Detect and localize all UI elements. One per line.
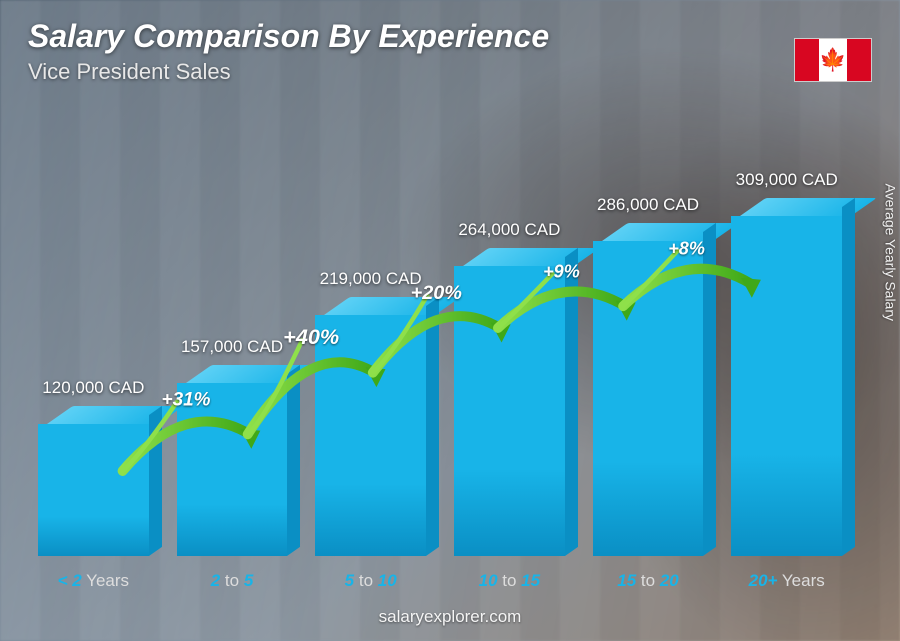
- bar-value-label: 264,000 CAD: [458, 220, 560, 240]
- chart-title: Salary Comparison By Experience: [28, 18, 872, 55]
- bar-side-face: [842, 198, 855, 556]
- bar-column: 219,000 CAD: [315, 269, 426, 556]
- bar-side-face: [287, 365, 300, 556]
- bar-column: 309,000 CAD: [731, 170, 842, 556]
- bar-column: 120,000 CAD: [38, 378, 149, 556]
- bar-front-face: [731, 216, 842, 556]
- bar-column: 286,000 CAD: [593, 195, 704, 556]
- bar-side-face: [149, 406, 162, 556]
- x-axis-label: 15 to 20: [593, 571, 704, 591]
- bar-front-face: [454, 266, 565, 556]
- x-axis-label: 10 to 15: [454, 571, 565, 591]
- bar-top-face: [47, 406, 183, 424]
- flag-band-left: [795, 39, 819, 81]
- bar-value-label: 219,000 CAD: [320, 269, 422, 289]
- bar-side-face: [565, 247, 578, 556]
- y-axis-label: Average Yearly Salary: [882, 183, 898, 321]
- flag-band-right: [847, 39, 871, 81]
- bar-top-face: [324, 297, 460, 315]
- bar-value-label: 120,000 CAD: [42, 378, 144, 398]
- bar: [177, 365, 288, 556]
- x-axis-label: 2 to 5: [177, 571, 288, 591]
- bar-side-face: [426, 297, 439, 556]
- bar-column: 157,000 CAD: [177, 337, 288, 556]
- bar: [38, 406, 149, 556]
- x-axis-labels: < 2 Years 2 to 5 5 to 10 10 to 15 15 to 20 20…: [30, 571, 850, 591]
- bar-front-face: [593, 241, 704, 556]
- bar-side-face: [703, 223, 716, 556]
- x-axis-label: 5 to 10: [315, 571, 426, 591]
- bar-value-label: 309,000 CAD: [736, 170, 838, 190]
- bar-front-face: [315, 315, 426, 556]
- bar-top-face: [602, 223, 738, 241]
- canada-flag-icon: 🍁: [794, 38, 872, 82]
- bar-front-face: [177, 383, 288, 556]
- chart-subtitle: Vice President Sales: [28, 59, 872, 85]
- bar-front-face: [38, 424, 149, 556]
- bar: [454, 248, 565, 556]
- footer-source: salaryexplorer.com: [0, 607, 900, 627]
- bar: [731, 198, 842, 556]
- x-axis-label: 20+ Years: [731, 571, 842, 591]
- bar-value-label: 286,000 CAD: [597, 195, 699, 215]
- flag-center: 🍁: [819, 39, 846, 81]
- bar-chart: 120,000 CAD 157,000 CAD 219,000 CAD 264,…: [30, 120, 850, 556]
- x-axis-label: < 2 Years: [38, 571, 149, 591]
- bar: [315, 297, 426, 556]
- bar-top-face: [463, 248, 599, 266]
- bar-top-face: [186, 365, 322, 383]
- bars-container: 120,000 CAD 157,000 CAD 219,000 CAD 264,…: [30, 120, 850, 556]
- bar-column: 264,000 CAD: [454, 220, 565, 556]
- header: Salary Comparison By Experience Vice Pre…: [28, 18, 872, 85]
- maple-leaf-icon: 🍁: [819, 49, 846, 71]
- bar: [593, 223, 704, 556]
- bar-value-label: 157,000 CAD: [181, 337, 283, 357]
